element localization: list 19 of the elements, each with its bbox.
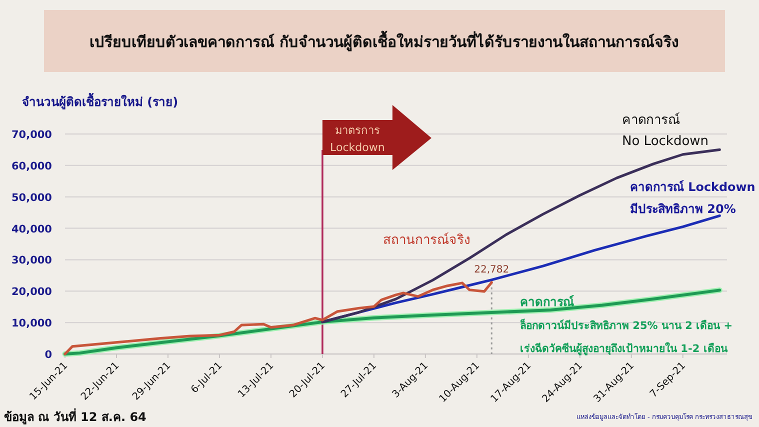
y-tick-label: 40,000: [11, 223, 52, 236]
series-label: คาดการณ์ ล็อกดาวน์มีประสิทธิภาพ 25% นาน 2 เดือน + เร่งฉีดวัคซีนผู้สูงอายุถึงเป้าหมายใน 1-2 เดือน: [520, 295, 733, 356]
arrow: มาตรการ Lockdown: [322, 105, 432, 170]
y-tick-label: 0: [44, 349, 52, 361]
chart-title: เปรียบเทียบตัวเลขคาดการณ์ กับจำนวนผู้ติดเชื้อใหม่รายวันที่ได้รับรายงานในสถานการณ์จริง: [89, 30, 679, 52]
y-tick-label: 70,000: [11, 129, 52, 141]
text: ข้อมูล ณ วันที่ 12 ส.ค. 64: [4, 408, 146, 425]
series-label: คาดการณ์ No Lockdown: [622, 112, 709, 149]
y-axis-title: จำนวนผู้ติดเชื้อรายใหม่ (ราย): [22, 92, 178, 110]
y-tick-label: 20,000: [11, 286, 52, 298]
y-tick-label: 30,000: [11, 254, 52, 267]
y-tick-label: 50,000: [11, 192, 52, 204]
series-label: คาดการณ์ Lockdown มีประสิทธิภาพ 20%: [630, 180, 756, 216]
annotation: มาตรการ Lockdown: [330, 124, 385, 154]
text: สถานการณ์จริง: [383, 232, 470, 248]
y-tick-label: 10,000: [11, 318, 52, 330]
line-series: [64, 281, 493, 356]
annotation: 22,782: [474, 264, 510, 276]
y-tick-label: 60,000: [11, 160, 52, 172]
